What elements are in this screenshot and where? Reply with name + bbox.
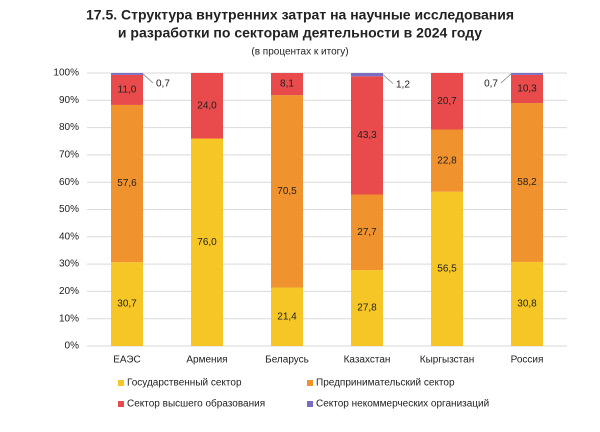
y-tick-label: 20% (59, 286, 79, 297)
y-tick-label: 100% (53, 68, 79, 79)
data-label: 76,0 (197, 237, 217, 248)
bar-segment (111, 73, 143, 75)
legend-label: Сектор некоммерческих организаций (316, 399, 489, 410)
data-label: 1,2 (396, 79, 410, 90)
data-label: 27,8 (357, 303, 377, 314)
bar-segment (271, 287, 303, 346)
data-label: 43,3 (357, 130, 377, 141)
data-label: 0,7 (156, 79, 170, 90)
bar-segment (431, 191, 463, 346)
chart-title: и разработки по секторам деятельности в … (118, 25, 482, 41)
leader-line (382, 74, 394, 84)
chart-title: 17.5. Структура внутренних затрат на нау… (86, 7, 514, 23)
legend-swatch (307, 380, 313, 386)
chart-subtitle: (в процентах к итогу) (251, 47, 348, 58)
y-tick-label: 70% (59, 150, 79, 161)
y-tick-label: 10% (59, 313, 79, 324)
data-label: 0,7 (484, 79, 498, 90)
legend-label: Сектор высшего образования (127, 398, 265, 410)
x-tick-label: Казахстан (344, 355, 391, 366)
data-label: 8,1 (280, 79, 294, 90)
bar-segment (351, 73, 383, 77)
y-tick-label: 50% (59, 204, 79, 215)
bar-segment (511, 73, 543, 75)
bar-segment (111, 104, 143, 263)
bar-segment (431, 73, 463, 130)
data-label: 22,8 (437, 155, 457, 166)
data-label: 58,2 (517, 177, 537, 188)
bar-segment (111, 262, 143, 346)
legend-swatch (118, 401, 124, 407)
bar-segment (431, 129, 463, 192)
leader-line (142, 73, 154, 84)
x-tick-label: Армения (186, 355, 227, 366)
data-label: 30,8 (517, 299, 537, 310)
y-tick-label: 80% (59, 122, 79, 133)
x-tick-label: Россия (511, 355, 544, 366)
data-label: 11,0 (118, 85, 137, 96)
legend-swatch (307, 401, 313, 407)
bar-segment (511, 261, 543, 346)
bar-segment (271, 95, 303, 288)
data-label: 10,3 (517, 84, 537, 95)
legend-label: Государственный сектор (127, 378, 242, 389)
bar-segment (271, 73, 303, 96)
data-label: 21,4 (277, 311, 297, 322)
bar-segment (511, 74, 543, 104)
y-tick-label: 60% (59, 177, 79, 188)
data-label: 70,5 (277, 186, 297, 197)
data-label: 24,0 (197, 100, 217, 111)
x-tick-label: ЕАЭС (113, 355, 141, 366)
legend-label: Предпринимательский сектор (316, 378, 455, 389)
bar-segment (191, 73, 223, 139)
bar-segment (351, 270, 383, 346)
bar-segment (351, 194, 383, 271)
y-tick-label: 0% (65, 341, 80, 352)
bar-segment (111, 74, 143, 105)
data-label: 27,7 (357, 227, 377, 238)
x-tick-label: Беларусь (265, 355, 309, 366)
data-label: 30,7 (117, 299, 137, 310)
bar-segment (511, 103, 543, 262)
y-tick-label: 40% (59, 231, 79, 242)
y-tick-label: 30% (59, 259, 79, 270)
bar-segment (191, 138, 223, 346)
leader-line (500, 73, 512, 84)
legend-swatch (118, 380, 124, 386)
data-label: 57,6 (117, 178, 137, 189)
y-tick-label: 90% (59, 95, 79, 106)
x-tick-label: Кыргызстан (420, 355, 474, 366)
data-label: 56,5 (437, 264, 457, 275)
data-label: 20,7 (437, 96, 457, 107)
bar-segment (351, 76, 383, 195)
